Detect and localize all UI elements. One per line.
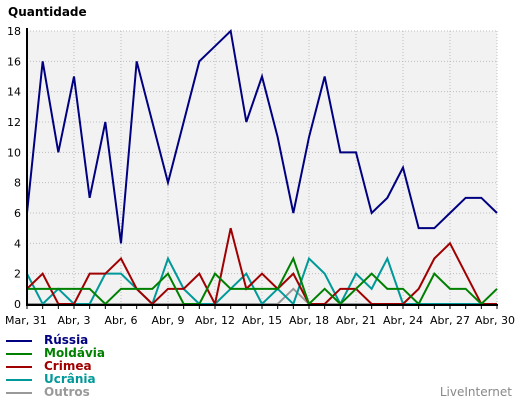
legend-item-russia: Rússia [6, 334, 105, 347]
legend-item-moldavia: Moldávia [6, 347, 105, 360]
legend-item-ucrania: Ucrânia [6, 373, 105, 386]
x-tick-label: Abr, 18 [289, 314, 329, 327]
legend-swatch [6, 365, 32, 368]
y-axis-title: Quantidade [8, 5, 87, 19]
x-tick-label: Abr, 27 [430, 314, 470, 327]
legend-swatch [6, 352, 32, 355]
legend-label: Ucrânia [44, 372, 96, 386]
y-tick-labels: 0 2 4 6 8 10 12 14 16 18 [7, 25, 21, 311]
y-tick-label: 14 [7, 86, 21, 99]
plot-area [27, 31, 497, 304]
legend-item-outros: Outros [6, 386, 105, 399]
y-tick-label: 4 [14, 237, 21, 250]
x-tick-label: Abr, 15 [242, 314, 282, 327]
y-tick-label: 16 [7, 55, 21, 68]
legend-swatch [6, 391, 32, 394]
legend-swatch [6, 339, 32, 342]
x-tick-label: Abr, 6 [104, 314, 137, 327]
x-tick-labels: Mar, 31 Abr, 3 Abr, 6 Abr, 9 Abr, 12 Abr, 15 A… [5, 314, 515, 327]
credit-label: LiveInternet [439, 385, 512, 399]
x-tick-label: Abr, 30 [475, 314, 515, 327]
x-tick-label: Abr, 24 [383, 314, 423, 327]
legend-label: Crimea [44, 359, 92, 373]
axes [26, 28, 498, 309]
y-tick-label: 10 [7, 146, 21, 159]
legend-swatch [6, 378, 32, 381]
y-tick-label: 0 [14, 298, 21, 311]
x-tick-label: Abr, 21 [336, 314, 376, 327]
series-line-crimea [26, 227, 497, 307]
y-tick-label: 18 [7, 25, 21, 38]
y-tick-label: 12 [7, 116, 21, 129]
series-line-russia [26, 28, 498, 244]
legend: Rússia Moldávia Crimea Ucrânia Outros [6, 334, 105, 399]
line-chart: Quantidade 0 2 4 6 8 10 12 14 16 18 Mar, 31 Abr, 3… [5, 5, 515, 327]
x-tick-label: Abr, 3 [57, 314, 90, 327]
y-tick-label: 6 [14, 207, 21, 220]
legend-label: Moldávia [44, 346, 106, 360]
legend-label: Outros [44, 385, 90, 399]
legend-label: Rússia [44, 333, 89, 347]
x-tick-label: Abr, 9 [151, 314, 184, 327]
y-tick-label: 2 [14, 268, 21, 281]
legend-item-crimea: Crimea [6, 360, 105, 373]
x-tick-label: Abr, 12 [195, 314, 235, 327]
x-tick-label: Mar, 31 [5, 314, 47, 327]
y-tick-label: 8 [14, 177, 21, 190]
